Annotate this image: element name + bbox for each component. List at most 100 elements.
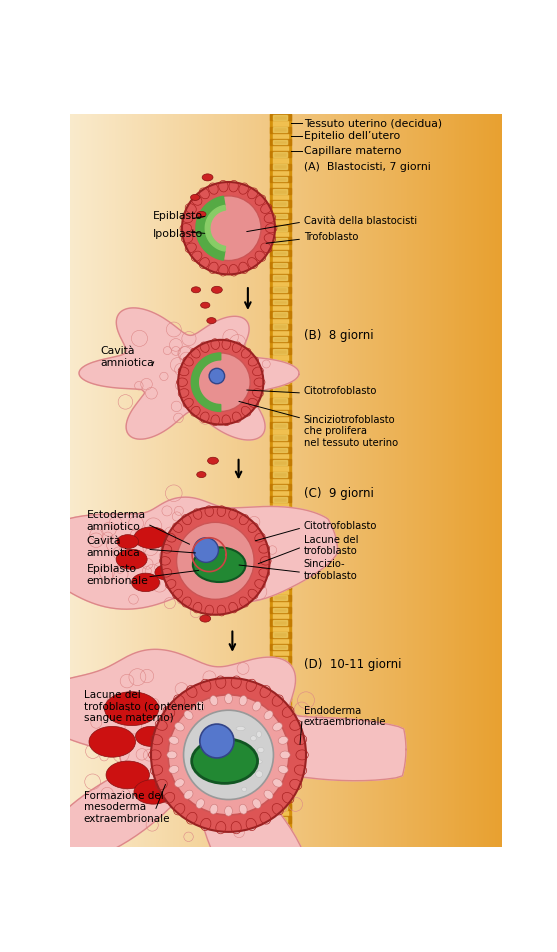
- Bar: [270, 459, 291, 466]
- Bar: [270, 644, 291, 650]
- Ellipse shape: [214, 754, 223, 760]
- Ellipse shape: [257, 747, 264, 753]
- Bar: [270, 718, 291, 724]
- Bar: [273, 706, 287, 711]
- Text: Cavità
amniotica: Cavità amniotica: [101, 346, 154, 367]
- Bar: [273, 140, 287, 145]
- Bar: [270, 274, 291, 281]
- Ellipse shape: [196, 702, 204, 711]
- Bar: [270, 287, 291, 293]
- Ellipse shape: [278, 765, 288, 773]
- Bar: [270, 656, 291, 663]
- Bar: [270, 792, 291, 798]
- Ellipse shape: [184, 790, 193, 799]
- Ellipse shape: [225, 764, 231, 767]
- Bar: [273, 177, 287, 181]
- Circle shape: [209, 368, 224, 384]
- Bar: [270, 434, 291, 441]
- Bar: [273, 325, 287, 329]
- Ellipse shape: [239, 696, 247, 705]
- Ellipse shape: [192, 739, 257, 783]
- Bar: [273, 497, 287, 502]
- Bar: [270, 348, 291, 354]
- Ellipse shape: [106, 761, 149, 789]
- Circle shape: [161, 506, 270, 615]
- Ellipse shape: [196, 799, 204, 808]
- Bar: [273, 632, 287, 637]
- Polygon shape: [79, 307, 299, 440]
- Bar: [273, 410, 287, 415]
- Bar: [270, 176, 291, 182]
- Bar: [273, 300, 287, 305]
- Bar: [273, 115, 287, 120]
- Bar: [273, 768, 287, 773]
- Ellipse shape: [175, 779, 184, 787]
- Ellipse shape: [197, 471, 206, 478]
- Text: (A)  Blastocisti, 7 giorni: (A) Blastocisti, 7 giorni: [304, 162, 431, 171]
- Bar: [273, 731, 287, 736]
- Bar: [270, 423, 291, 428]
- Bar: [273, 596, 287, 600]
- Ellipse shape: [257, 731, 261, 738]
- Ellipse shape: [215, 724, 223, 728]
- Bar: [273, 288, 287, 292]
- Bar: [273, 387, 287, 390]
- Ellipse shape: [191, 287, 201, 293]
- Bar: [270, 127, 291, 132]
- Ellipse shape: [193, 547, 246, 582]
- Bar: [273, 250, 287, 255]
- Bar: [273, 509, 287, 514]
- Bar: [270, 730, 291, 737]
- Ellipse shape: [134, 527, 168, 548]
- Bar: [273, 447, 287, 452]
- Ellipse shape: [210, 804, 218, 814]
- Bar: [273, 423, 287, 427]
- Bar: [270, 484, 291, 490]
- Bar: [270, 521, 291, 527]
- Ellipse shape: [253, 760, 262, 764]
- Bar: [270, 681, 291, 687]
- Ellipse shape: [202, 174, 213, 181]
- Bar: [273, 238, 287, 243]
- Polygon shape: [28, 649, 406, 888]
- Ellipse shape: [131, 573, 159, 591]
- Bar: [273, 607, 287, 612]
- Text: Cavità della blastocisti: Cavità della blastocisti: [304, 215, 417, 226]
- Bar: [273, 114, 288, 847]
- Circle shape: [200, 724, 234, 758]
- Bar: [273, 128, 287, 132]
- Bar: [273, 559, 287, 564]
- Ellipse shape: [117, 535, 139, 548]
- Ellipse shape: [236, 726, 245, 730]
- Text: Epitelio dell’utero: Epitelio dell’utero: [304, 130, 400, 141]
- Ellipse shape: [134, 780, 173, 804]
- Bar: [270, 533, 291, 539]
- Bar: [273, 275, 287, 280]
- Bar: [270, 237, 291, 244]
- Bar: [273, 817, 287, 822]
- Ellipse shape: [224, 694, 232, 704]
- Ellipse shape: [252, 799, 261, 808]
- Bar: [270, 386, 291, 391]
- Bar: [273, 188, 287, 193]
- Ellipse shape: [251, 736, 256, 741]
- Circle shape: [184, 710, 273, 800]
- Bar: [270, 508, 291, 515]
- Bar: [270, 767, 291, 773]
- Bar: [273, 719, 287, 724]
- Bar: [270, 373, 291, 379]
- Text: Epiblasto
embrionale: Epiblasto embrionale: [87, 564, 149, 585]
- Circle shape: [182, 182, 275, 274]
- Bar: [273, 534, 287, 539]
- Bar: [270, 446, 291, 453]
- Ellipse shape: [233, 770, 242, 774]
- Bar: [273, 374, 287, 378]
- Bar: [270, 262, 291, 268]
- Text: Tessuto uterino (decidua): Tessuto uterino (decidua): [304, 118, 442, 129]
- Bar: [270, 114, 291, 120]
- Bar: [273, 571, 287, 575]
- Bar: [270, 829, 291, 835]
- Text: Citotrofoblasto: Citotrofoblasto: [304, 387, 377, 396]
- Ellipse shape: [235, 767, 241, 774]
- Ellipse shape: [190, 194, 200, 201]
